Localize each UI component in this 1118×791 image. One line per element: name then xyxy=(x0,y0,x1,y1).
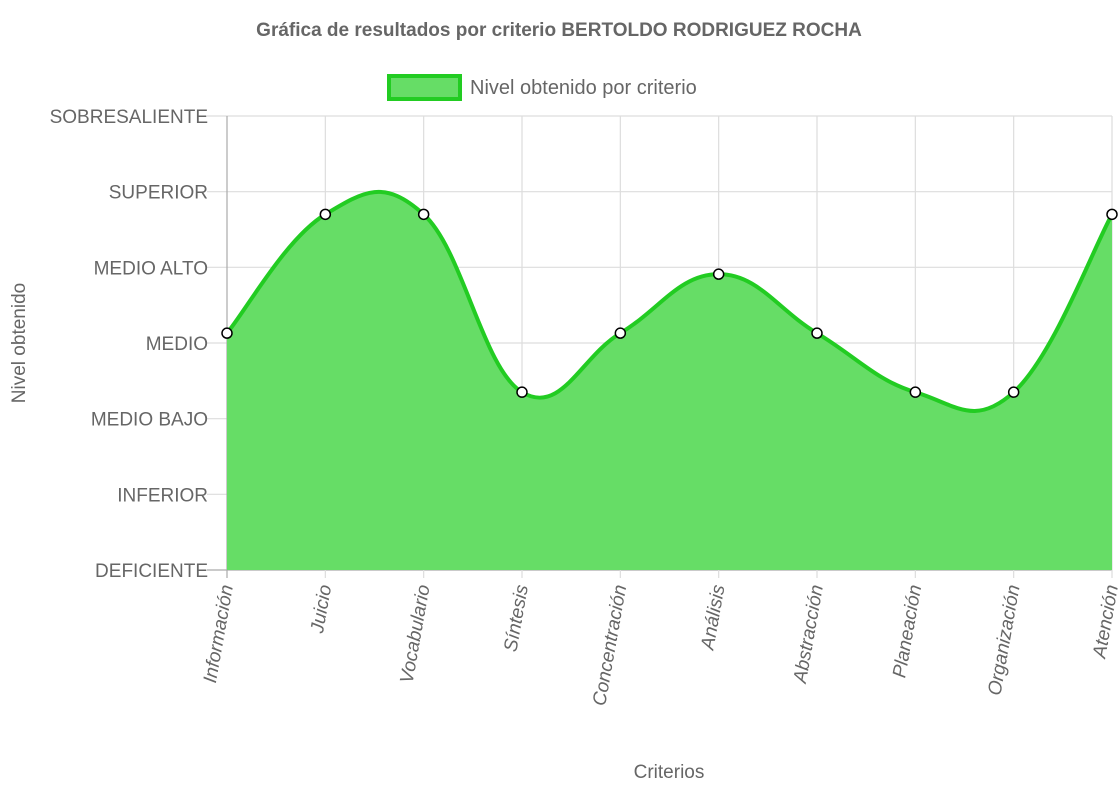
chart-title: Gráfica de resultados por criterio BERTO… xyxy=(256,20,862,41)
y-tick-label: MEDIO xyxy=(146,334,208,355)
data-point[interactable] xyxy=(1007,386,1020,398)
x-axis-ticks: Información Juicio Vocabulario Síntesis Conc… xyxy=(200,583,1118,708)
data-point[interactable] xyxy=(811,327,823,339)
y-tick-label: DEFICIENTE xyxy=(95,561,208,582)
series-area-group xyxy=(225,190,1114,570)
data-point[interactable] xyxy=(221,327,233,339)
x-axis-title: Criterios xyxy=(634,762,705,783)
legend-label: Nivel obtenido por criterio xyxy=(470,77,697,99)
legend[interactable]: Nivel obtenido por criterio xyxy=(387,74,697,101)
x-tick-label: Atención xyxy=(1089,583,1118,660)
y-tick-label: SUPERIOR xyxy=(109,183,208,204)
y-tick-label: MEDIO BAJO xyxy=(91,410,208,431)
x-tick-label: Juicio xyxy=(307,583,336,635)
x-tick-label: Abstracción xyxy=(790,583,828,685)
data-point[interactable] xyxy=(712,268,725,280)
y-tick-label: SOBRESALIENTE xyxy=(50,107,208,128)
series-area-fill xyxy=(227,191,1112,570)
data-point[interactable] xyxy=(1106,208,1118,221)
y-axis-ticks: DEFICIENTE INFERIOR MEDIO BAJO MEDIO MEDIO A… xyxy=(50,107,208,582)
x-tick-label: Información xyxy=(200,583,238,684)
data-points xyxy=(221,208,1118,398)
data-point[interactable] xyxy=(516,386,528,398)
x-tick-label: Concentración xyxy=(589,583,631,707)
x-tick-label: Organización xyxy=(984,583,1024,697)
data-point[interactable] xyxy=(614,327,627,339)
y-tick-label: MEDIO ALTO xyxy=(94,258,208,279)
series-line xyxy=(225,190,1114,413)
y-axis-title: Nivel obtenido xyxy=(9,283,30,403)
x-tick-label: Análisis xyxy=(697,583,729,653)
y-tick-label: INFERIOR xyxy=(117,485,208,506)
x-tick-label: Planeación xyxy=(889,583,926,679)
data-point[interactable] xyxy=(909,386,922,398)
x-tick-label: Vocabulario xyxy=(397,583,435,685)
data-point[interactable] xyxy=(417,208,430,221)
legend-swatch xyxy=(387,74,462,101)
x-tick-label: Síntesis xyxy=(501,583,534,654)
data-point[interactable] xyxy=(319,208,332,221)
